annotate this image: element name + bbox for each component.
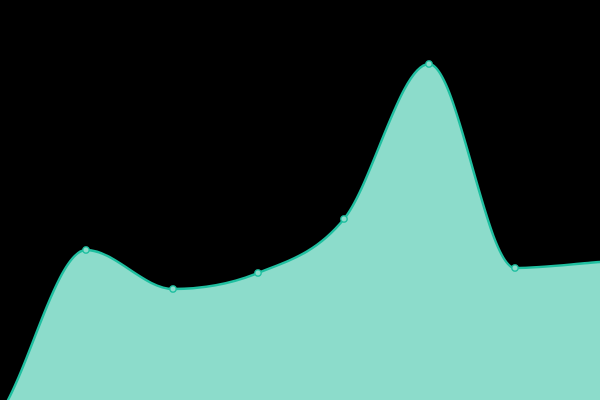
data-point-marker[interactable] xyxy=(340,215,348,223)
data-point-marker[interactable] xyxy=(511,264,519,272)
data-point-marker[interactable] xyxy=(254,269,262,277)
data-point-markers xyxy=(82,60,519,293)
data-point-marker[interactable] xyxy=(82,246,90,254)
data-point-marker[interactable] xyxy=(169,285,177,293)
data-point-marker[interactable] xyxy=(425,60,433,68)
area-fill-path xyxy=(8,64,600,400)
